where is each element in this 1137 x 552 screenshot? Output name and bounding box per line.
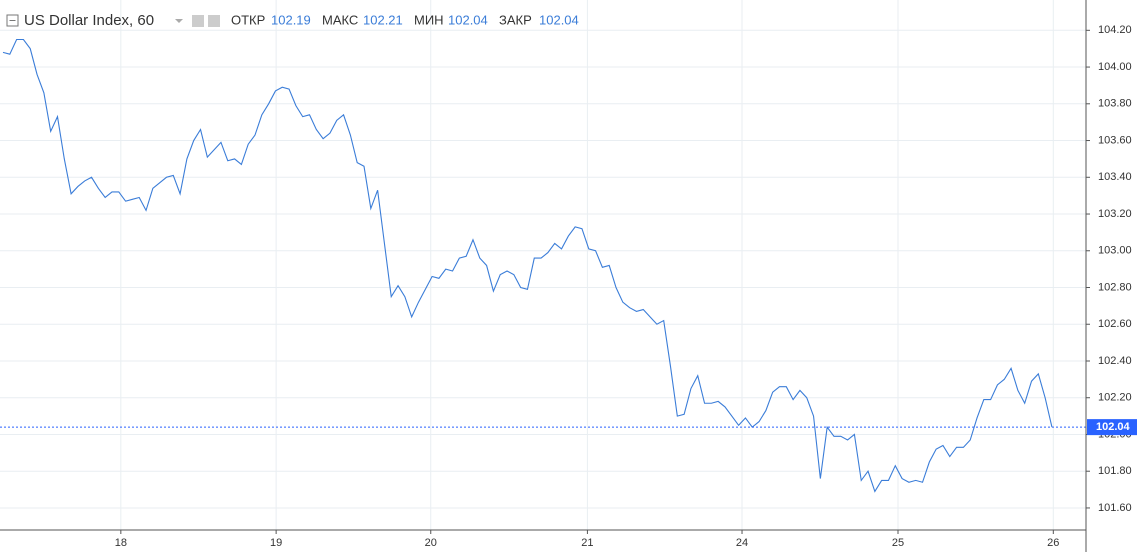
last-price-box (1087, 419, 1137, 436)
x-tick-label: 26 (1047, 537, 1059, 549)
axes: 101.60101.80102.00102.20102.40102.60102.… (115, 24, 1137, 549)
x-tick-label: 25 (892, 537, 904, 549)
high-label: МАКС (322, 12, 358, 27)
y-tick-label: 104.00 (1098, 61, 1132, 73)
price-line (2, 38, 1053, 493)
legend-header: US Dollar Index, 60 ОТКР 102.19 МАКС 102… (6, 12, 579, 29)
grid (0, 0, 1086, 530)
y-tick-label: 102.60 (1098, 318, 1132, 330)
close-icon[interactable] (208, 15, 220, 27)
low-label: МИН (414, 12, 444, 27)
x-tick-label: 19 (270, 537, 282, 549)
x-tick-label: 21 (581, 537, 593, 549)
y-tick-label: 101.80 (1098, 465, 1132, 477)
x-tick-label: 20 (425, 537, 437, 549)
y-tick-label: 103.80 (1098, 98, 1132, 110)
low-value: 102.04 (448, 12, 488, 27)
dropdown-icon[interactable] (175, 19, 183, 23)
y-tick-label: 102.80 (1098, 281, 1132, 293)
y-tick-label: 102.40 (1098, 355, 1132, 367)
y-tick-label: 103.00 (1098, 245, 1132, 257)
y-tick-label: 103.40 (1098, 171, 1132, 183)
open-label: ОТКР (231, 12, 265, 27)
y-tick-label: 102.20 (1098, 392, 1132, 404)
x-tick-label: 18 (115, 537, 127, 549)
y-tick-label: 103.60 (1098, 134, 1132, 146)
y-tick-label: 104.20 (1098, 24, 1132, 36)
x-tick-label: 24 (736, 537, 748, 549)
y-tick-label: 103.20 (1098, 208, 1132, 220)
open-value: 102.19 (271, 12, 311, 27)
y-tick-label: 101.60 (1098, 502, 1132, 514)
close-value: 102.04 (539, 12, 579, 27)
high-value: 102.21 (363, 12, 403, 27)
symbol-title: US Dollar Index, 60 (24, 12, 154, 29)
settings-icon[interactable] (192, 15, 204, 27)
last-price-label: 102.04 (1096, 421, 1131, 433)
close-label: ЗАКР (499, 12, 532, 27)
plot (0, 38, 1086, 493)
